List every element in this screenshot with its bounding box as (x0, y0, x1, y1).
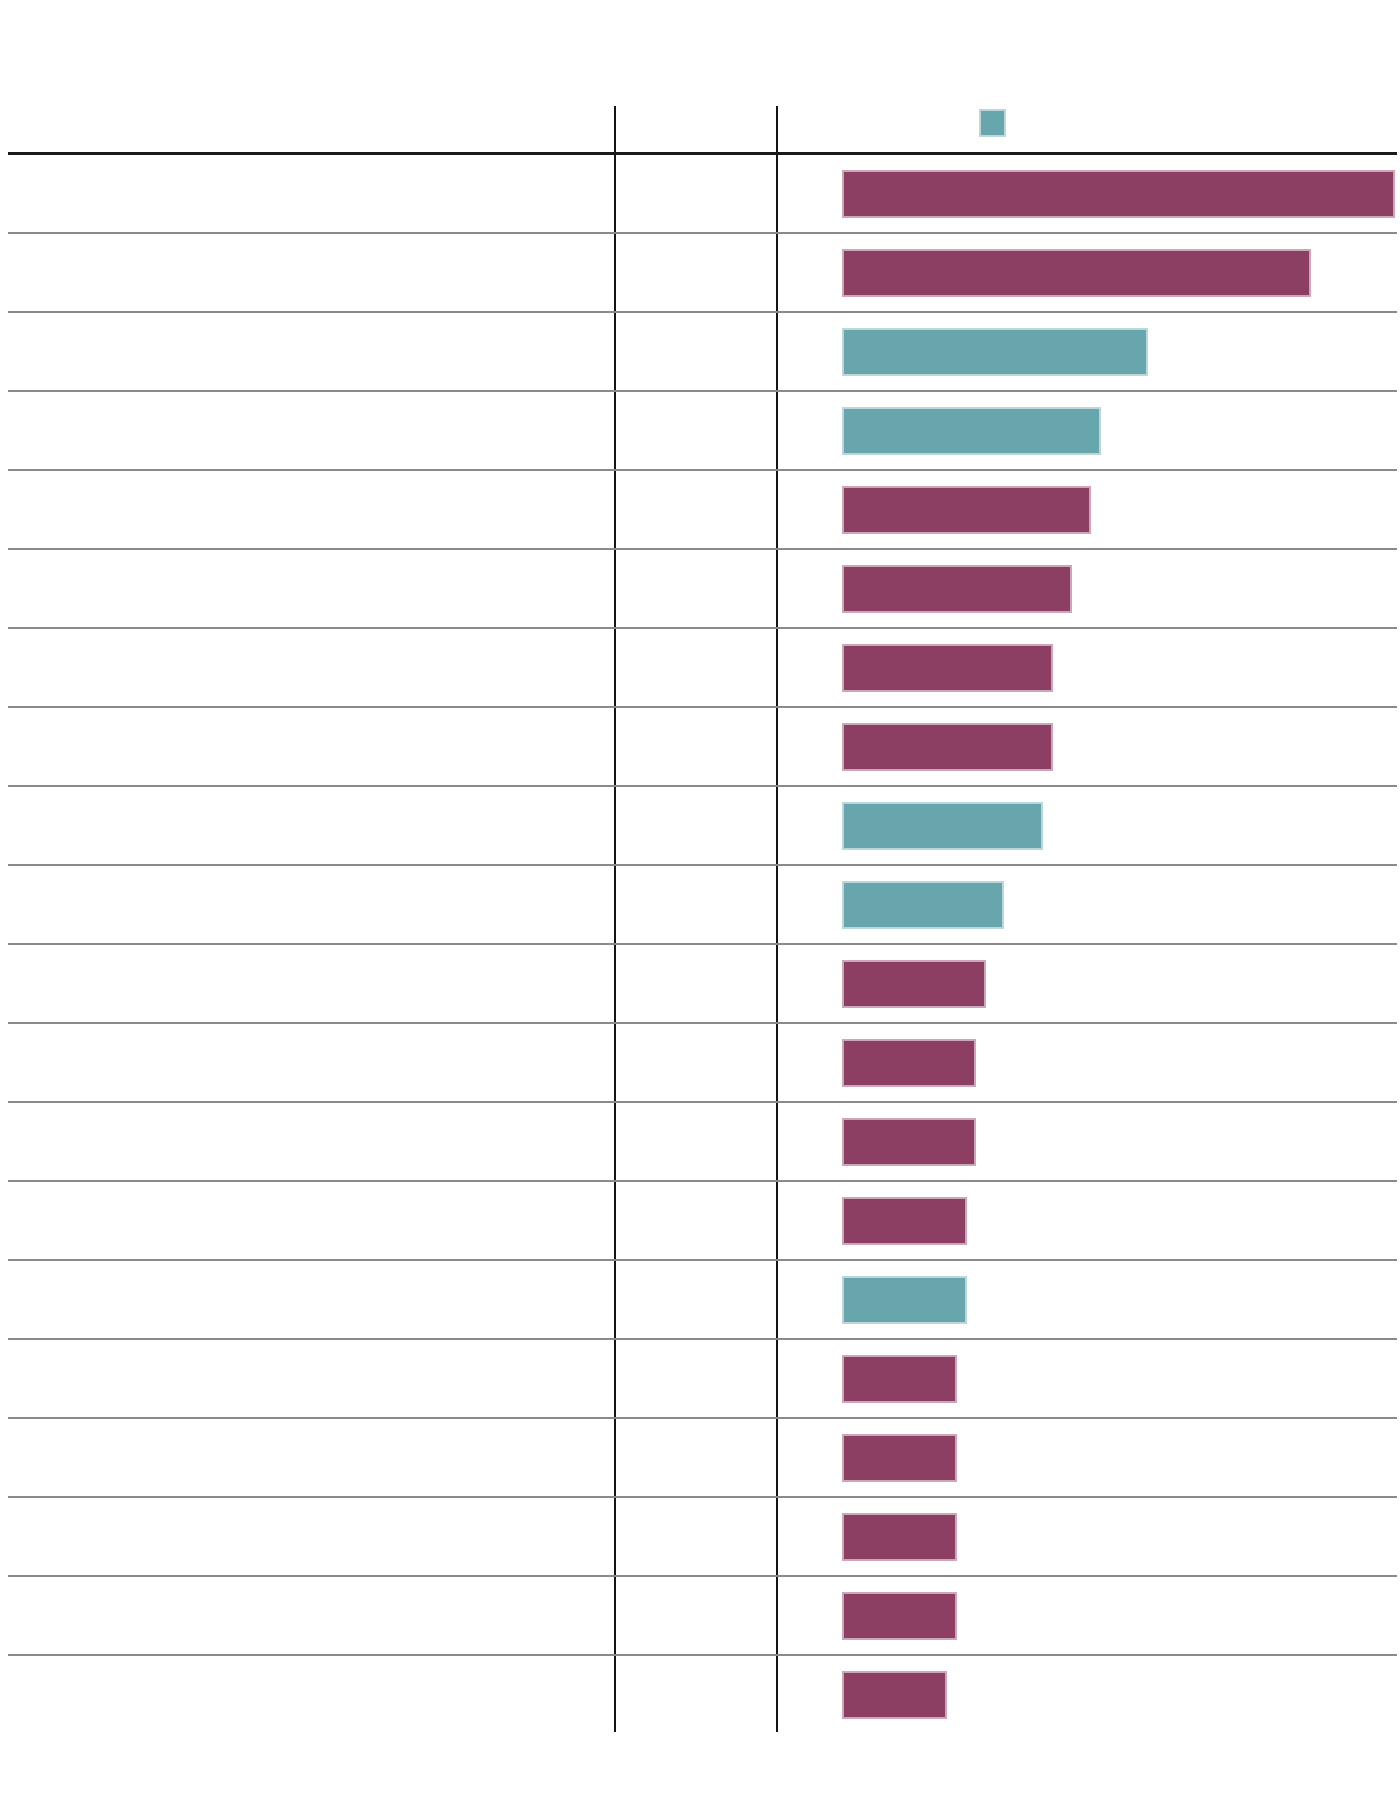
table-row-7 (8, 629, 1397, 708)
table-row-9 (8, 787, 1397, 866)
bar-row-12-maroon (842, 1039, 976, 1087)
bar-row-14-maroon (842, 1197, 967, 1245)
bar-table (8, 152, 1397, 1735)
chart-canvas (0, 0, 1400, 1808)
bar-row-3-teal (842, 328, 1148, 376)
bar-row-1-maroon (842, 170, 1395, 218)
bar-row-19-maroon (842, 1592, 957, 1640)
table-row-18 (8, 1498, 1397, 1577)
table-row-11 (8, 945, 1397, 1024)
bar-row-4-teal (842, 407, 1101, 455)
bar-row-7-maroon (842, 644, 1053, 692)
table-row-16 (8, 1340, 1397, 1419)
bar-row-10-teal (842, 881, 1004, 929)
bar-row-8-maroon (842, 723, 1053, 771)
bar-row-16-maroon (842, 1355, 957, 1403)
bar-row-17-maroon (842, 1434, 957, 1482)
table-row-10 (8, 866, 1397, 945)
table-row-20 (8, 1656, 1397, 1735)
bar-row-13-maroon (842, 1118, 976, 1166)
table-row-3 (8, 313, 1397, 392)
bar-row-11-maroon (842, 960, 986, 1008)
bar-row-6-maroon (842, 565, 1072, 613)
table-row-12 (8, 1024, 1397, 1103)
bar-row-5-maroon (842, 486, 1091, 534)
table-row-6 (8, 550, 1397, 629)
bar-row-18-maroon (842, 1513, 957, 1561)
legend-teal-swatch (979, 109, 1006, 137)
table-row-19 (8, 1577, 1397, 1656)
table-row-4 (8, 392, 1397, 471)
table-row-5 (8, 471, 1397, 550)
table-row-2 (8, 234, 1397, 313)
bar-row-2-maroon (842, 249, 1311, 297)
bar-row-20-maroon (842, 1671, 947, 1719)
table-row-13 (8, 1103, 1397, 1182)
bar-row-9-teal (842, 802, 1043, 850)
table-row-14 (8, 1182, 1397, 1261)
table-row-15 (8, 1261, 1397, 1340)
table-row-1 (8, 155, 1397, 234)
bar-row-15-teal (842, 1276, 967, 1324)
table-row-17 (8, 1419, 1397, 1498)
table-row-8 (8, 708, 1397, 787)
